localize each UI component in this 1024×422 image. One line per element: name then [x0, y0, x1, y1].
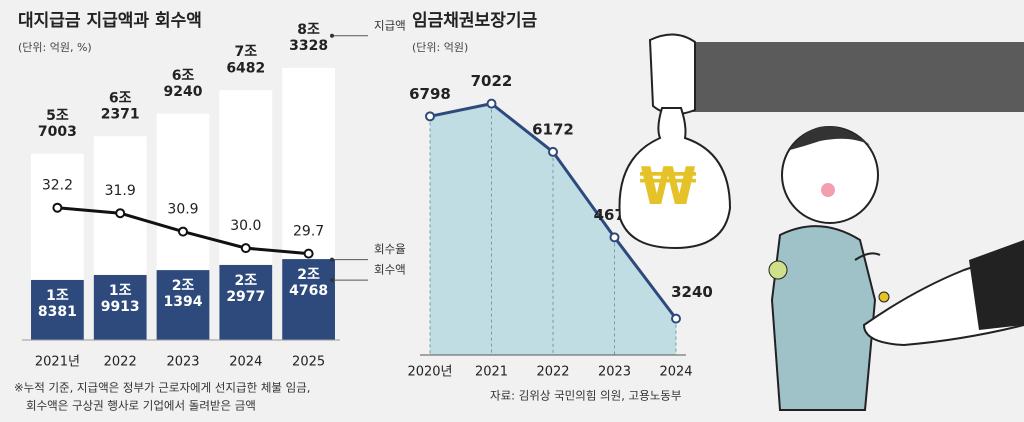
- fund-point: [548, 146, 558, 157]
- legend-dot: [330, 257, 334, 262]
- x-tick-label: 2023: [598, 365, 631, 380]
- boy-cheek: [821, 183, 835, 197]
- payment-label: 6조 2371: [101, 90, 140, 122]
- badge: [768, 260, 788, 280]
- boy-hair: [790, 126, 870, 150]
- recovery-label: 1조 8381: [38, 288, 77, 320]
- x-tick-label: 2024: [659, 365, 692, 380]
- x-tick-label: 2025: [292, 355, 325, 370]
- payment-label: 7조 6482: [226, 44, 265, 76]
- rate-label: 32.2: [42, 178, 73, 194]
- boy-body: [770, 225, 877, 411]
- rate-point: [240, 243, 251, 254]
- legend-label: 지급액: [374, 18, 406, 32]
- illustration: ₩: [618, 33, 1024, 411]
- recovery-label: 2조 2977: [226, 273, 265, 305]
- legend-label: 회수율: [374, 242, 406, 256]
- rate-point: [178, 226, 188, 237]
- x-tick-label: 2024: [229, 355, 262, 370]
- x-tick-label: 2021: [475, 365, 508, 380]
- recovery-bar: [282, 259, 335, 340]
- sleeve: [690, 42, 1024, 112]
- won-symbol: ₩: [639, 157, 696, 217]
- right-sleeve: [969, 240, 1024, 330]
- rate-label: 29.7: [293, 224, 324, 240]
- fund-point: [609, 232, 620, 243]
- x-tick-label: 2023: [166, 355, 199, 370]
- rate-point: [52, 202, 63, 213]
- fund-point: [671, 313, 681, 324]
- rate-point: [115, 208, 126, 219]
- legend-label: 회수액: [374, 263, 406, 277]
- rate-point: [303, 248, 314, 259]
- chart-subtitle: (단위: 억원): [412, 41, 468, 54]
- chart-title: 대지급금 지급액과 회수액: [18, 11, 202, 31]
- chart-subtitle: (단위: 억원, %): [18, 41, 92, 54]
- fist: [648, 33, 696, 116]
- value-label: 7022: [471, 72, 513, 90]
- x-tick-label: 2021년: [35, 355, 80, 370]
- footnote: 회수액은 구상권 행사로 기업에서 돌려받은 금액: [26, 399, 256, 413]
- source: 자료: 김위상 국민의힘 의원, 고용노동부: [490, 389, 681, 403]
- fund-point: [425, 111, 435, 122]
- x-tick-label: 2022: [536, 365, 569, 380]
- rate-label: 30.0: [230, 218, 261, 234]
- rate-label: 30.9: [167, 202, 198, 218]
- coin: [878, 291, 890, 303]
- x-tick-label: 2022: [104, 355, 137, 370]
- money-bag: [618, 107, 732, 250]
- value-label: 6172: [532, 120, 574, 138]
- fund-point: [486, 98, 497, 109]
- rate-label: 31.9: [105, 183, 136, 199]
- recovery-bar: [156, 270, 210, 340]
- recovery-label: 1조 9913: [101, 283, 140, 315]
- legend-dot: [330, 33, 334, 38]
- chart-title: 임금채권보장기금: [412, 10, 537, 31]
- recovery-label: 2조 4768: [289, 267, 328, 299]
- value-label: 6798: [409, 85, 451, 103]
- payment-label: 6조 9240: [164, 68, 203, 100]
- footnote: ※누적 기준, 지급액은 정부가 근로자에게 선지급한 체불 임금,: [14, 381, 310, 395]
- x-tick-label: 2020년: [407, 365, 452, 380]
- payment-label: 5조 7003: [38, 108, 77, 140]
- recovery-label: 2조 1394: [164, 278, 203, 310]
- recovery-bar: [219, 264, 273, 340]
- legend-dot: [330, 278, 334, 283]
- recovery-bar: [93, 274, 147, 340]
- boy-hand: [854, 252, 881, 261]
- payment-label: 8조 3328: [289, 22, 328, 54]
- recovery-bar: [31, 279, 84, 340]
- value-label: 3240: [671, 283, 713, 301]
